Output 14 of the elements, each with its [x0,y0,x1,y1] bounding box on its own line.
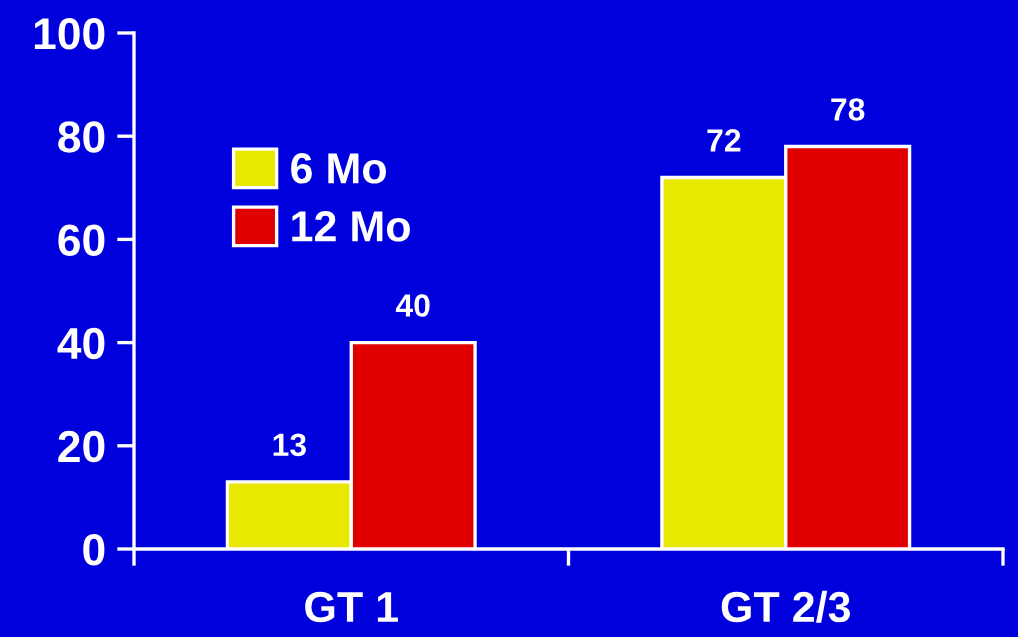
y-tick-label: 40 [57,327,105,360]
data-label: 13 [273,433,306,457]
y-tick-label: 60 [58,224,105,256]
data-label: 40 [395,294,430,317]
legend-label: 6 Mo [291,153,386,184]
x-tick-label: GT 1 [305,591,398,623]
y-tick-label: 0 [83,534,105,566]
y-tick-label: 100 [34,18,105,50]
legend-label: 12 Mo [292,211,410,242]
x-tick-label: GT 2/3 [721,590,850,623]
data-label: 72 [707,129,741,152]
y-tick-label: 80 [58,121,105,153]
y-tick-label: 20 [58,430,105,463]
data-label: 78 [831,98,865,121]
